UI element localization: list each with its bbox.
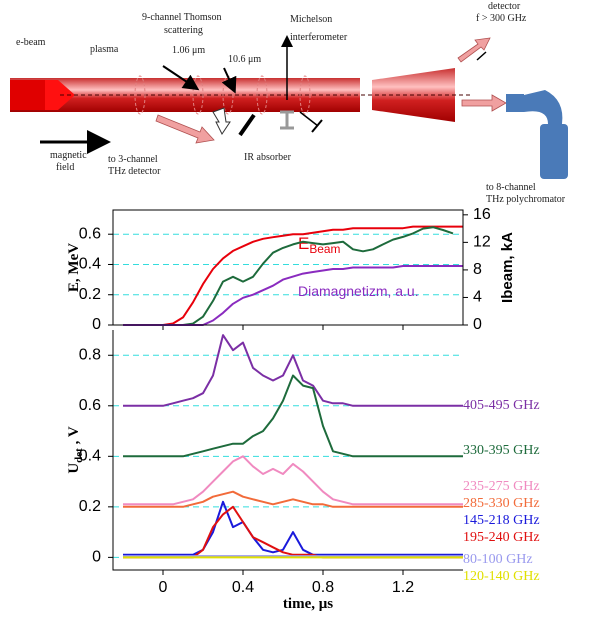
label: e-beam <box>16 37 46 48</box>
label: detector <box>488 1 521 12</box>
y-tick-label: 0.2 <box>79 498 101 515</box>
label: to 8-channel <box>486 182 536 193</box>
thz-arrows <box>155 37 507 144</box>
x-tick-label: 0.4 <box>232 579 254 596</box>
mirror-mount <box>280 110 294 130</box>
polychromator-guide <box>524 90 563 124</box>
y2-tick-label: 4 <box>473 289 482 306</box>
series-label: 330-395 GHz <box>463 443 540 458</box>
label: field <box>56 162 74 173</box>
series-label: EBeam <box>298 234 341 256</box>
y-axis-title-main: U <box>66 463 82 474</box>
series-name: 120-140 GHz <box>463 569 540 584</box>
label: THz detector <box>108 166 161 177</box>
y2-tick-label: 16 <box>473 206 491 223</box>
series-label: 235-275 GHz <box>463 479 540 494</box>
y-axis-title: Udet , V <box>66 426 85 473</box>
y-tick-label: 0.2 <box>79 286 101 303</box>
label: THz polychromator <box>486 194 566 205</box>
series-label: 80-100 GHz <box>463 552 533 567</box>
series-name: 235-275 GHz <box>463 479 540 494</box>
rings <box>134 75 311 115</box>
label: 10.6 μm <box>228 54 261 65</box>
x-tick-label: 0.8 <box>312 579 334 596</box>
series-name: E <box>298 234 309 253</box>
series-name: Diamagnetizm, a.u. <box>298 283 419 299</box>
polychromator <box>540 124 568 179</box>
polychromator-input <box>506 94 524 112</box>
laser-arrow <box>162 65 200 91</box>
series-name: 195-240 GHz <box>463 530 540 545</box>
series-name: 405-495 GHz <box>463 398 540 413</box>
y-axis-title-rest: , V <box>66 426 82 448</box>
y-axis-title: E, MeV <box>66 243 82 292</box>
series-name: 330-395 GHz <box>463 443 540 458</box>
label: Michelson <box>290 14 332 25</box>
y2-tick-label: 8 <box>473 261 482 278</box>
y-tick-label: 0.4 <box>79 448 101 465</box>
series-line <box>123 500 463 556</box>
axes <box>112 330 463 571</box>
series-label: Diamagnetizm, a.u. <box>298 283 419 299</box>
label: magnetic <box>50 150 87 161</box>
series-line <box>123 334 463 407</box>
series-label: 145-218 GHz <box>463 513 540 528</box>
mirror <box>311 119 323 133</box>
y2-axis-title: Ibeam, kA <box>499 232 516 303</box>
series-name: 145-218 GHz <box>463 513 540 528</box>
series-name: 285-330 GHz <box>463 496 540 511</box>
x-tick-label: 0 <box>159 579 168 596</box>
y-tick-label: 0.8 <box>79 346 101 363</box>
series-line <box>123 374 463 458</box>
scatter-arrow <box>212 107 231 135</box>
y-tick-label: 0.4 <box>79 256 101 273</box>
y-tick-label: 0.6 <box>79 397 101 414</box>
laser-arrow <box>221 67 237 94</box>
detector-mark <box>476 51 487 61</box>
y-axis-title-sub: det <box>73 448 85 463</box>
label: IR absorber <box>244 152 292 163</box>
series-label: 285-330 GHz <box>463 496 540 511</box>
interferometer-beam <box>299 111 319 127</box>
series-line <box>123 455 463 506</box>
y2-tick-label: 0 <box>473 316 482 333</box>
y-tick-label: 0.6 <box>79 225 101 242</box>
label: to 3-channel <box>108 154 158 165</box>
series-label: 120-140 GHz <box>463 569 540 584</box>
series-label: 195-240 GHz <box>463 530 540 545</box>
y-tick-label: 0 <box>92 549 101 566</box>
series-line <box>123 225 463 326</box>
label: scattering <box>164 25 203 36</box>
schematic: e-beam plasma 9-channel Thomson scatteri… <box>10 1 568 205</box>
label: interferometer <box>290 32 348 43</box>
series-name-sub: Beam <box>309 242 340 256</box>
y-tick-label: 0 <box>92 316 101 333</box>
label: 1.06 μm <box>172 45 205 56</box>
ir-absorber <box>238 113 256 137</box>
y2-tick-label: 12 <box>473 234 491 251</box>
series-name: 80-100 GHz <box>463 552 533 567</box>
x-axis-title: time, μs <box>283 596 333 612</box>
beam-source <box>10 80 45 110</box>
label: 9-channel Thomson <box>142 12 222 23</box>
series-label: 405-495 GHz <box>463 398 540 413</box>
label: f > 300 GHz <box>476 13 527 24</box>
series-line <box>123 490 463 508</box>
series-line <box>123 226 454 326</box>
x-tick-label: 1.2 <box>392 579 414 596</box>
label: plasma <box>90 44 119 55</box>
plot-frame <box>112 209 464 326</box>
